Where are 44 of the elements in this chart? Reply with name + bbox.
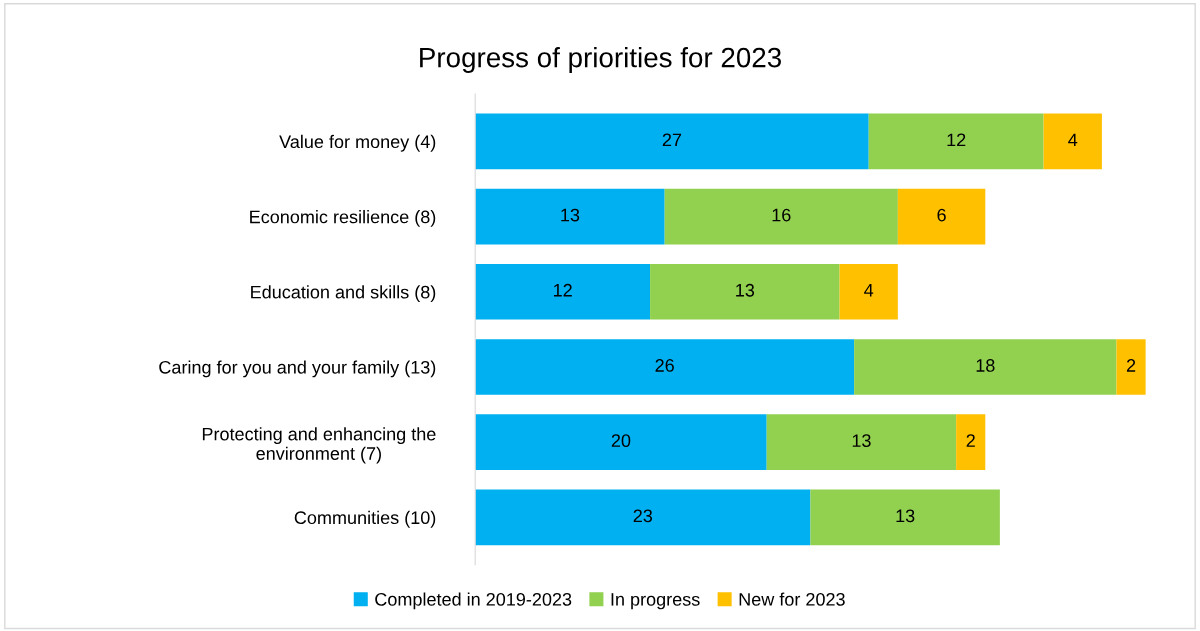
y-tick-label: Education and skills (8) (251, 285, 436, 303)
data-label: 20 (611, 434, 631, 448)
data-label: 16 (772, 208, 791, 222)
bar (868, 113, 1044, 170)
data-label: 13 (852, 434, 871, 448)
bar (839, 263, 898, 320)
bar (475, 113, 869, 170)
bar (475, 188, 665, 245)
data-label: 2 (966, 434, 975, 447)
bar (475, 263, 651, 320)
bar (810, 489, 1000, 546)
data-label: 12 (553, 283, 572, 297)
bar (956, 414, 986, 470)
y-tick-label: Communities (10) (294, 510, 436, 528)
data-label: 13 (896, 509, 915, 523)
data-label: 4 (1068, 133, 1078, 147)
y-tick-label: Caring for you and your family (13) (159, 360, 436, 378)
bar (475, 339, 855, 395)
bar (766, 414, 957, 470)
bar (1116, 339, 1146, 395)
y-tick-label: Value for money (4) (279, 134, 436, 152)
data-label: 18 (976, 359, 995, 372)
bar (664, 188, 898, 245)
data-label: 2 (1126, 359, 1136, 372)
data-label: 12 (947, 133, 966, 147)
bar (475, 489, 811, 546)
chart-title: Progress of priorities for 2023 (420, 47, 781, 73)
data-label: 23 (633, 509, 653, 523)
legend-label: In progress (611, 593, 700, 610)
bar (475, 414, 767, 470)
data-label: 13 (736, 283, 755, 297)
y-tick-label: Protecting and enhancing the environment (7) (202, 427, 436, 464)
bar (650, 263, 840, 320)
data-label: 26 (655, 359, 674, 372)
bar (1043, 113, 1102, 170)
bar (854, 339, 1117, 395)
legend-label: New for 2023 (739, 592, 845, 606)
bar (897, 188, 986, 245)
data-label: 13 (561, 208, 580, 222)
data-label: 4 (864, 284, 874, 297)
y-tick-label: Economic resilience (8) (250, 210, 436, 227)
data-label: 6 (937, 208, 946, 222)
data-label: 27 (662, 133, 682, 147)
legend-label: Completed in 2019-2023 (375, 592, 572, 610)
